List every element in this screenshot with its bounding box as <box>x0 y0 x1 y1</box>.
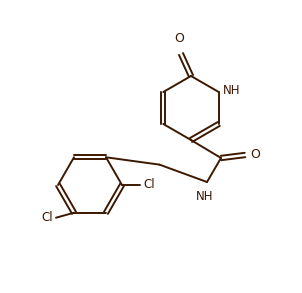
Text: NH: NH <box>196 190 214 203</box>
Text: NH: NH <box>223 84 240 98</box>
Text: Cl: Cl <box>143 178 155 192</box>
Text: Cl: Cl <box>41 211 53 224</box>
Text: O: O <box>250 149 260 161</box>
Text: O: O <box>174 32 184 45</box>
